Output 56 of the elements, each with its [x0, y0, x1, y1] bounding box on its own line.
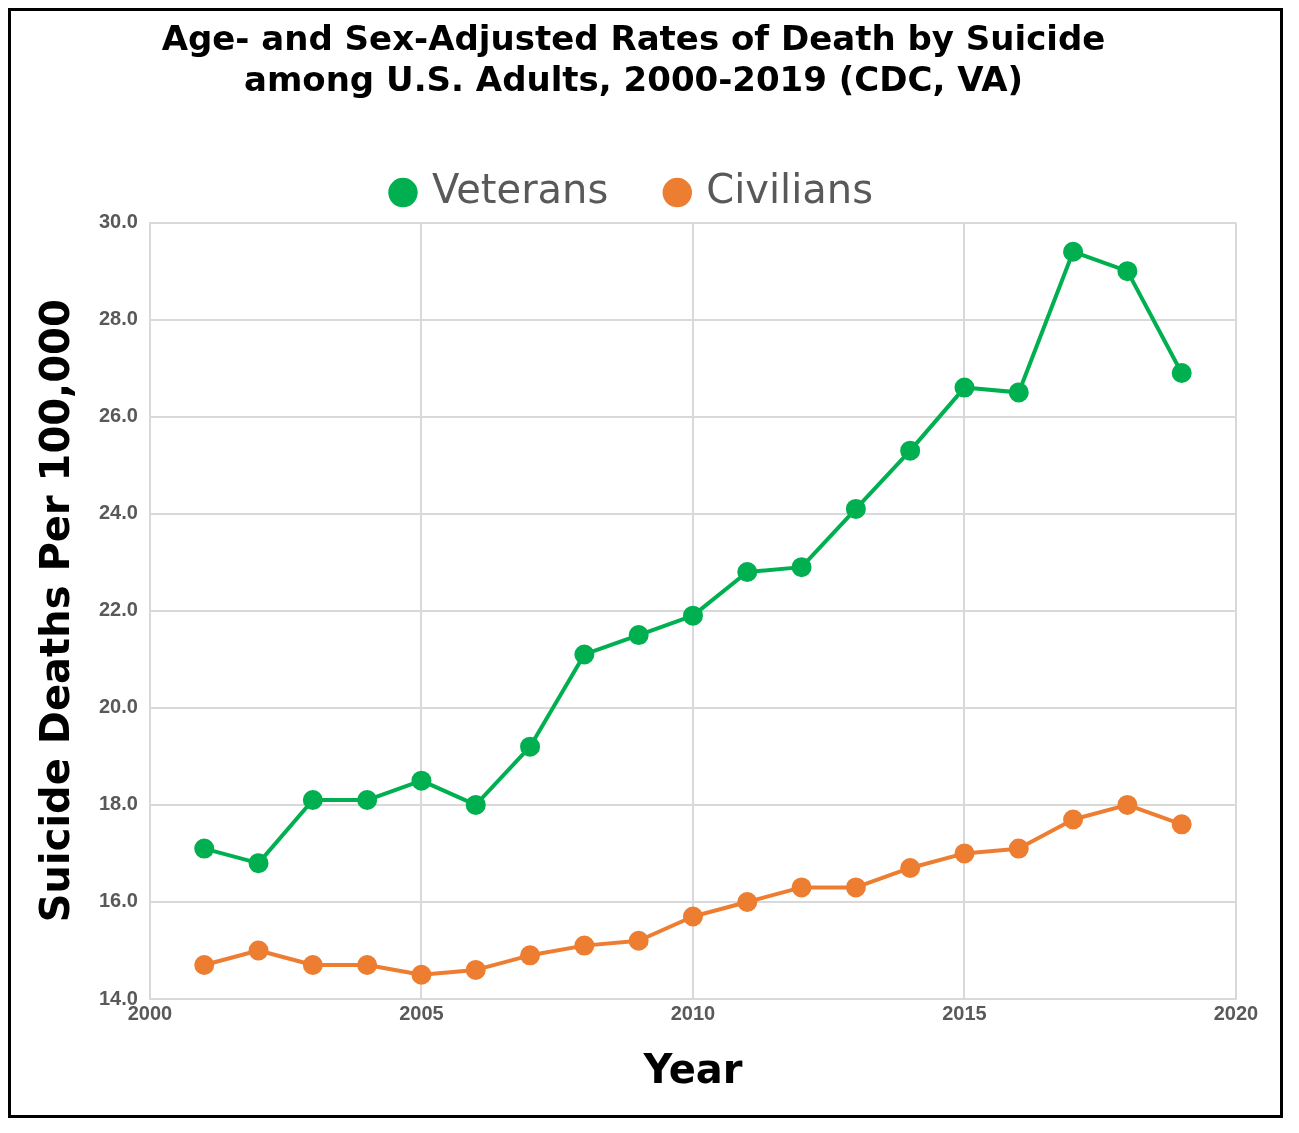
point: [194, 955, 215, 976]
point: [302, 790, 323, 811]
point: [791, 877, 812, 898]
text: among U.S. Adults, 2000-2019 (CDC, VA): [243, 59, 1024, 100]
x-tick-label: 2020: [1213, 1001, 1259, 1024]
point: [465, 959, 486, 980]
x-tick-label: 2015: [942, 1001, 987, 1024]
y-axis-title: Suicide Deaths Per 100,000: [32, 299, 79, 923]
point: [954, 377, 975, 398]
y-tick-label: 24.0: [98, 501, 138, 524]
point: [194, 838, 215, 859]
legend-label: Veterans: [431, 165, 609, 212]
x-axis-title: Year: [642, 1046, 743, 1093]
point: [682, 605, 703, 626]
point: [628, 930, 649, 951]
point: [574, 935, 595, 956]
point: [628, 625, 649, 646]
point: [1171, 363, 1192, 384]
y-tick-label: 16.0: [98, 889, 138, 912]
point: [1008, 382, 1029, 403]
point: [1171, 814, 1192, 835]
point: [1117, 794, 1138, 815]
y-tick-label: 30.0: [98, 210, 138, 233]
y-tick-label: 20.0: [98, 695, 138, 718]
point: [900, 440, 921, 461]
point: [954, 843, 975, 864]
point: [1063, 809, 1084, 830]
point: [574, 644, 595, 665]
y-tick-label: 28.0: [98, 307, 138, 330]
point: [357, 955, 378, 976]
text: Age- and Sex-Adjusted Rates of Death by Suicide: [161, 18, 1106, 59]
y-tick-label: 26.0: [98, 404, 138, 427]
point: [465, 794, 486, 815]
y-tick-label: 18.0: [98, 792, 138, 815]
x-tick-label: 2005: [399, 1001, 444, 1024]
x-tick-label: 2010: [670, 1001, 716, 1024]
point: [520, 736, 541, 757]
point: [737, 561, 758, 582]
y-tick-label: 22.0: [98, 598, 138, 621]
point: [248, 853, 269, 874]
point: [791, 557, 812, 578]
point: [520, 945, 541, 966]
point: [1117, 261, 1138, 282]
point: [411, 770, 432, 791]
point: [357, 790, 378, 811]
point: [737, 891, 758, 912]
point: [411, 964, 432, 985]
point: [845, 877, 866, 898]
point: [248, 940, 269, 961]
point: [1008, 838, 1029, 859]
point: [682, 906, 703, 927]
point: [900, 857, 921, 878]
legend-label: Civilians: [706, 165, 874, 212]
point: [845, 498, 866, 519]
point: [1063, 241, 1084, 262]
point: [302, 955, 323, 976]
